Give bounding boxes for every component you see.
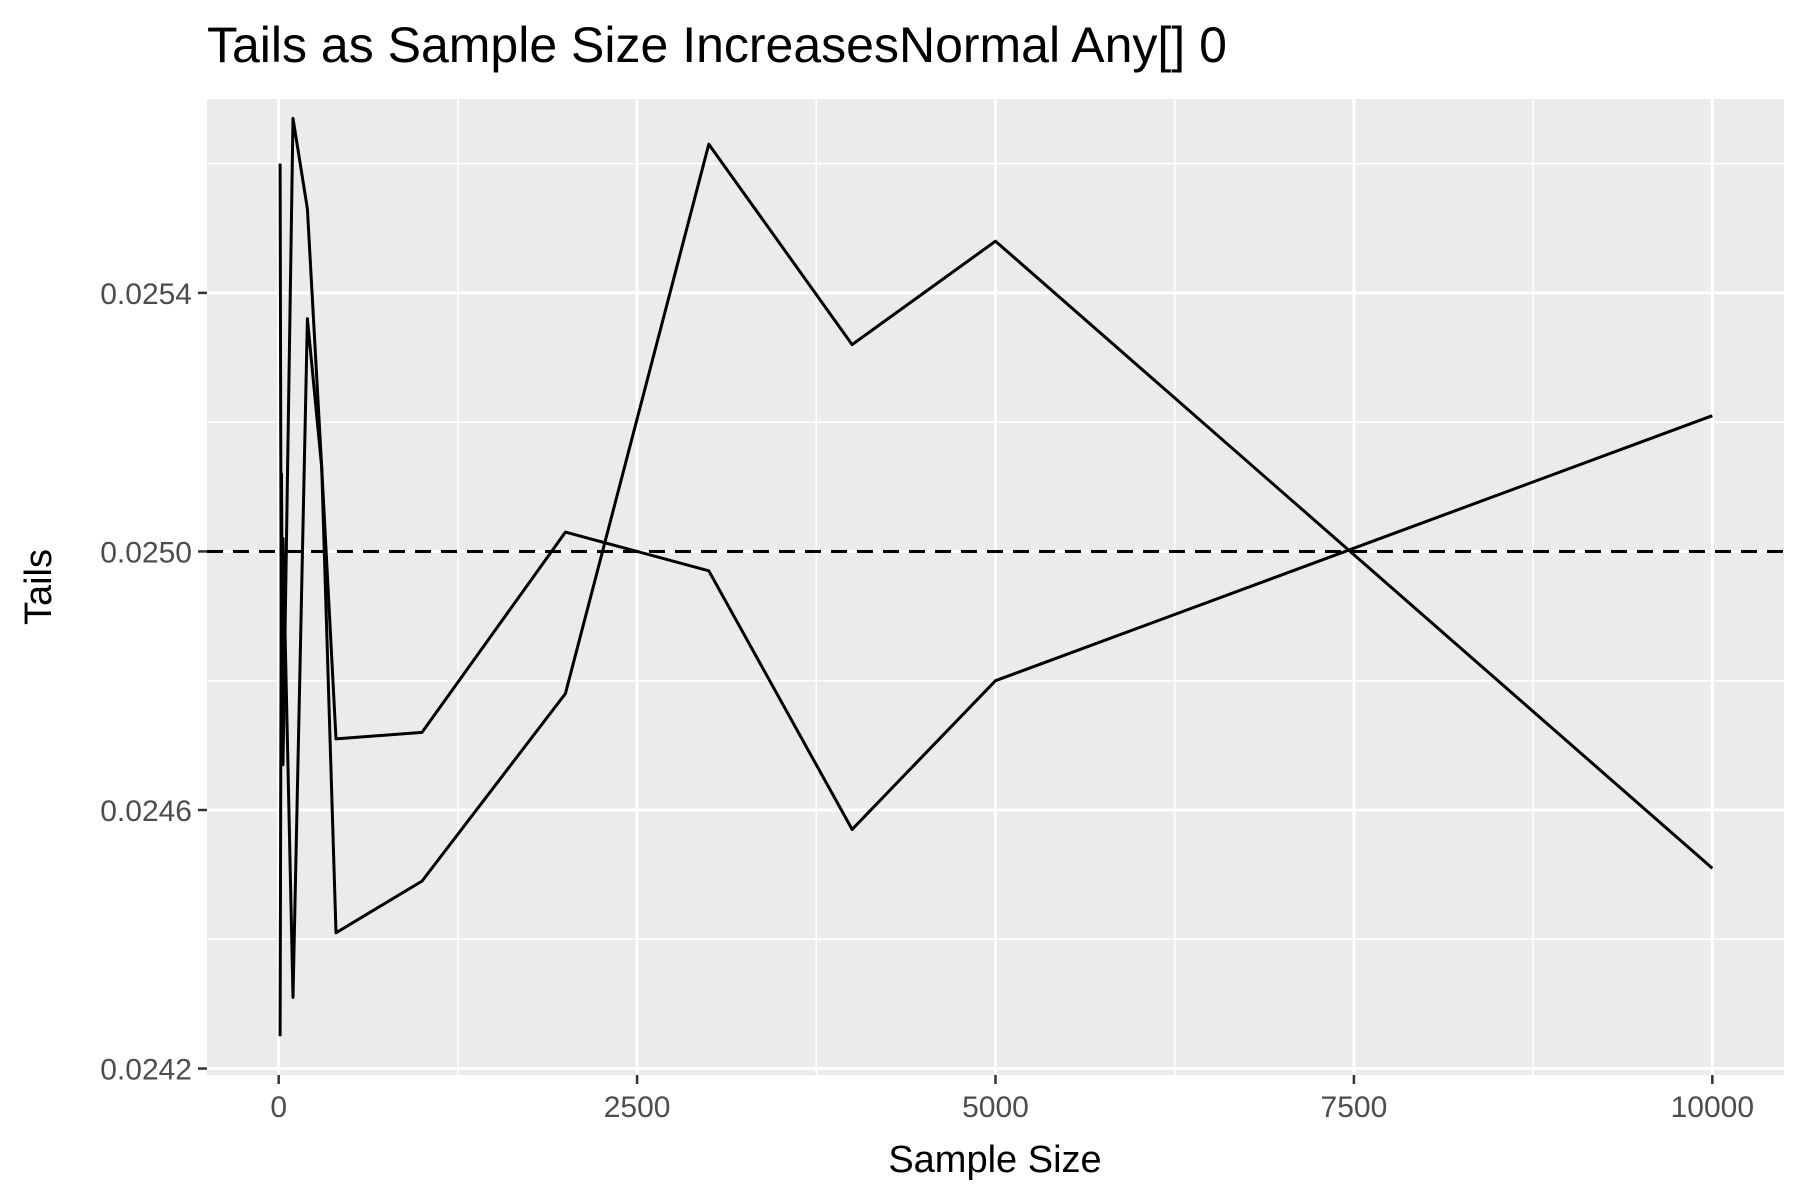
y-tick-label: 0.0242	[100, 1054, 192, 1087]
x-tick-label: 2500	[604, 1091, 671, 1124]
axes: 0.0242 0.0246 0.0250 0.0254 0 2500 5000 7500 100…	[100, 278, 1754, 1124]
chart-title: Tails as Sample Size IncreasesNormal Any…	[207, 17, 1227, 73]
x-tick-label: 0	[270, 1091, 287, 1124]
y-tick-label: 0.0250	[100, 536, 192, 569]
y-axis-title: Tails	[18, 549, 60, 625]
y-tick-label: 0.0254	[100, 278, 192, 311]
y-tick-label: 0.0246	[100, 795, 192, 828]
x-tick-label: 7500	[1321, 1091, 1388, 1124]
x-tick-label: 5000	[962, 1091, 1029, 1124]
x-axis-title: Sample Size	[888, 1139, 1101, 1181]
x-tick-label: 10000	[1671, 1091, 1754, 1124]
series-line-2	[278, 142, 1714, 999]
series-lines	[278, 116, 1714, 1037]
